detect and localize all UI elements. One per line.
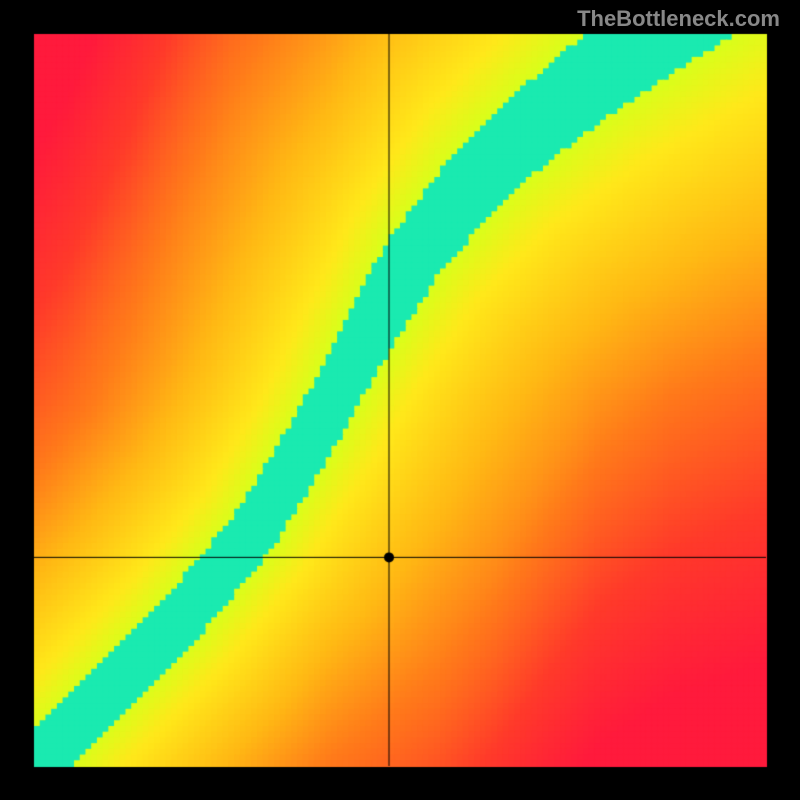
- heatmap-canvas: [0, 0, 800, 800]
- chart-container: TheBottleneck.com: [0, 0, 800, 800]
- watermark-text: TheBottleneck.com: [577, 6, 780, 32]
